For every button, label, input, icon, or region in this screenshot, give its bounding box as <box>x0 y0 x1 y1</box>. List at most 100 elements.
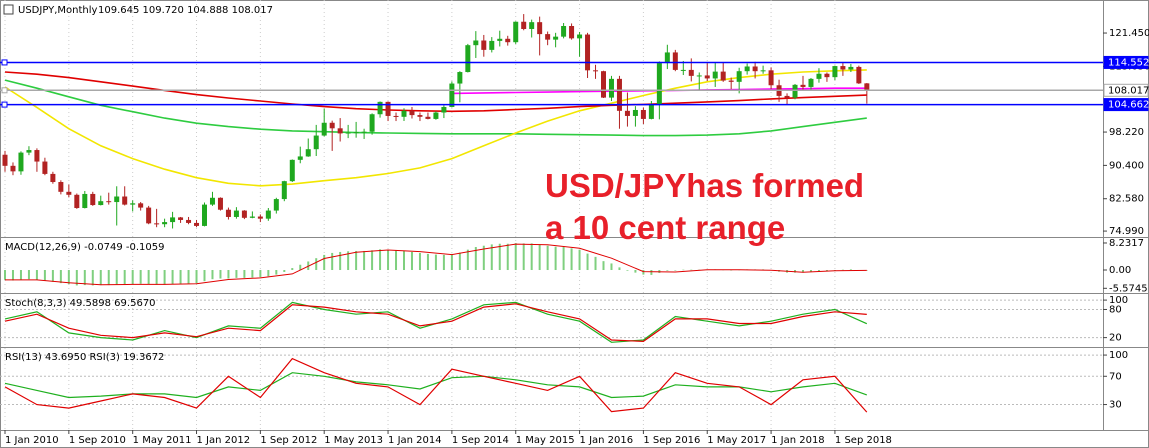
macd-bar <box>139 270 142 284</box>
candle-body <box>569 26 575 39</box>
y-tick-label: 0.00 <box>1109 265 1131 276</box>
annotation: a 10 cent range <box>545 209 785 246</box>
y-tick-label: 30 <box>1109 400 1122 411</box>
candle-body <box>425 116 431 119</box>
x-tick-label: 1 Sep 2014 <box>452 435 509 446</box>
candle-body <box>225 209 231 217</box>
macd-bar <box>323 254 326 271</box>
x-tick-label: 1 Sep 2010 <box>69 435 126 446</box>
candle-body <box>521 21 527 29</box>
macd-bar <box>83 270 86 286</box>
candle-body <box>297 156 303 160</box>
candle-body <box>696 75 702 77</box>
candle-body <box>329 122 335 129</box>
candle-body <box>194 222 200 226</box>
level-box <box>1103 83 1149 97</box>
candle-body <box>680 69 686 71</box>
candle-body <box>209 197 215 205</box>
candle-body <box>305 149 311 157</box>
candle-body <box>106 201 112 203</box>
candle-body <box>616 78 622 111</box>
candle-body <box>353 132 359 134</box>
candle-body <box>257 216 263 219</box>
level-label: 114.552 <box>1108 57 1149 68</box>
macd-bar <box>267 270 270 277</box>
candle-body <box>840 66 846 70</box>
macd-bar <box>522 243 525 271</box>
y-tick-label: 8.2317 <box>1109 238 1144 249</box>
overlay: USDJPY,Monthly 109.645 109.720 104.888 1… <box>3 4 1149 363</box>
macd-bar <box>403 250 405 271</box>
moving-average <box>4 79 867 137</box>
macd-bar <box>51 270 54 282</box>
candle-body <box>98 201 104 206</box>
y-tick-label: 100 <box>1109 295 1128 306</box>
candle-body <box>82 193 88 209</box>
candle-body <box>26 150 32 153</box>
candle-body <box>744 66 750 72</box>
macd-bar <box>642 270 645 275</box>
candle-body <box>369 114 375 132</box>
macd-bar <box>825 270 828 271</box>
x-tick-label: 1 Sep 2018 <box>835 435 892 446</box>
x-tick-label: 1 Jan 2016 <box>580 435 634 446</box>
candle-body <box>321 122 327 136</box>
x-tick-label: 1 Jan 2010 <box>5 435 59 446</box>
x-tick-label: 1 Sep 2012 <box>260 435 317 446</box>
macd-bar <box>666 270 669 271</box>
candle-body <box>130 203 136 205</box>
candle-body <box>34 150 40 162</box>
y-tick-label: -5.5745 <box>1109 283 1148 294</box>
candle-body <box>624 110 630 116</box>
macd-bar <box>243 270 246 278</box>
candle-body <box>409 110 415 116</box>
y-tick-label: 82.580 <box>1109 194 1144 205</box>
candle-body <box>465 45 471 73</box>
candle-body <box>289 159 295 182</box>
candle-body <box>473 40 479 46</box>
macd-bar <box>299 264 302 271</box>
candle-body <box>808 78 814 87</box>
candle-body <box>58 182 64 192</box>
macd-signal <box>5 243 867 286</box>
candle-body <box>864 83 870 91</box>
macd-bar <box>59 270 62 284</box>
level-handle <box>1 87 8 94</box>
candle-body <box>457 72 463 84</box>
level-box <box>1103 55 1149 69</box>
candle-body <box>736 71 742 82</box>
macd-bar <box>634 270 637 273</box>
candle-body <box>553 36 559 40</box>
macd-bar <box>259 270 262 278</box>
candle-body <box>449 83 455 107</box>
candle-body <box>672 52 678 70</box>
macd-bar <box>27 270 30 280</box>
macd-bar <box>514 243 517 271</box>
candle-body <box>74 194 80 209</box>
macd-bar <box>450 253 453 271</box>
macd-bar <box>730 270 733 271</box>
candle-body <box>122 196 128 205</box>
macd-bar <box>363 250 366 271</box>
level-handle <box>1 59 8 66</box>
candle-body <box>178 217 184 220</box>
y-tick-label: 20 <box>1109 333 1122 344</box>
macd-bar <box>690 269 693 271</box>
candle-body <box>832 66 838 78</box>
candle-body <box>90 193 96 206</box>
macd-bar <box>530 243 533 271</box>
candle-body <box>202 204 207 226</box>
macd-bar <box>43 270 46 281</box>
candle-body <box>752 66 758 72</box>
y-tick-label: 121.450 <box>1109 28 1149 39</box>
macd-bar <box>395 250 398 271</box>
macd-bar <box>171 270 174 285</box>
candle-body <box>417 115 423 117</box>
macd-bar <box>99 270 102 286</box>
y-tick-label: 80 <box>1109 304 1122 315</box>
macd-bar <box>283 270 286 272</box>
candle-body <box>42 161 48 174</box>
